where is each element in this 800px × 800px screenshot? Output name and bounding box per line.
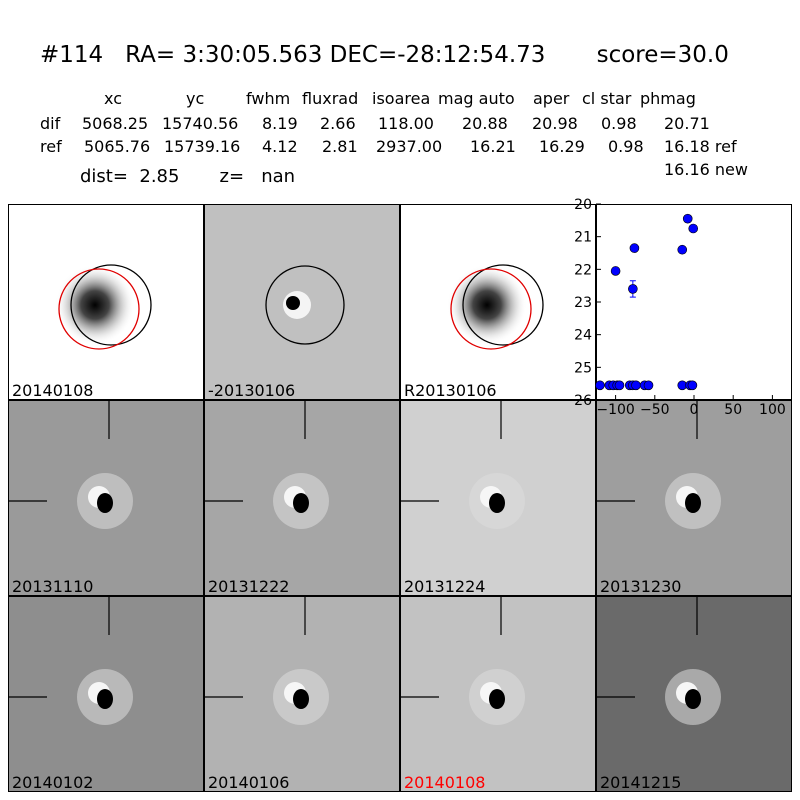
residual-dark [293, 689, 309, 709]
column-header: aper [533, 89, 570, 108]
stamp-date-label: R20130106 [404, 381, 497, 400]
column-header: phmag [640, 89, 696, 108]
stamp-panel: 20140108 [400, 596, 596, 792]
column-header: fluxrad [302, 89, 359, 108]
phmag-new: 16.16 new [664, 160, 748, 179]
column-header: xc [104, 89, 122, 108]
stamp-date-label: 20141215 [600, 773, 682, 792]
aperture-circle [462, 264, 544, 346]
residual-dark [489, 689, 505, 709]
row-value: 0.98 [608, 137, 644, 156]
stamp-date-label: -20130106 [208, 381, 296, 400]
data-point [677, 244, 688, 255]
data-point [628, 284, 638, 294]
row-value: 2937.00 [376, 137, 443, 156]
y-tick-label: 20 [574, 197, 592, 213]
row-value: 2.81 [322, 137, 358, 156]
stamp-panel: 20141215 [596, 596, 792, 792]
row-value: 16.29 [539, 137, 585, 156]
stamp-panel: R20130106 [400, 204, 596, 400]
data-point [687, 380, 698, 391]
row-value: 4.12 [262, 137, 298, 156]
page-title: #114 RA= 3:30:05.563 DEC=-28:12:54.73 sc… [40, 42, 729, 68]
y-tick-label: 24 [574, 328, 592, 344]
stamp-date-label: 20131224 [404, 577, 486, 596]
residual-dark [286, 296, 300, 310]
stamp-date-label: 20140108 [12, 381, 94, 400]
row-value: 15740.56 [162, 114, 239, 133]
row-value: 20.88 [462, 114, 508, 133]
row-value: 5065.76 [84, 137, 151, 156]
row-label: dif [40, 114, 61, 133]
stamp-panel: 20131224 [400, 400, 596, 596]
ref-aperture-circle [58, 268, 140, 350]
y-tick-label: 25 [574, 360, 592, 376]
stamp-panel: 20131230 [596, 400, 792, 596]
column-header: isoarea [372, 89, 431, 108]
residual-dark [97, 493, 113, 513]
data-point [688, 223, 699, 234]
residual-dark [685, 689, 701, 709]
row-value: 5068.25 [82, 114, 149, 133]
row-value: 8.19 [262, 114, 298, 133]
stamp-panel: 20131222 [204, 400, 400, 596]
dist-z-readout: dist= 2.85 z= nan [80, 166, 296, 187]
aperture-circle [265, 265, 345, 345]
column-header: fwhm [246, 89, 291, 108]
column-header: yc [186, 89, 205, 108]
ref-aperture-circle [450, 268, 532, 350]
column-header: mag auto [438, 89, 515, 108]
row-value: 15739.16 [164, 137, 241, 156]
column-header: cl star [582, 89, 632, 108]
stamp-date-label: 20131230 [600, 577, 682, 596]
row-value: 20.71 [664, 114, 710, 133]
row-value: 2.66 [320, 114, 356, 133]
data-point [595, 380, 605, 391]
stamp-date-label: 20140108 [404, 773, 486, 792]
residual-dark [489, 493, 505, 513]
stamp-panel: 20140102 [8, 596, 204, 792]
stamp-panel: 20140106 [204, 596, 400, 792]
residual-dark [685, 493, 701, 513]
y-tick-label: 22 [574, 262, 592, 278]
data-point [682, 213, 693, 224]
stamp-date-label: 20131110 [12, 577, 94, 596]
y-tick-label: 26 [574, 393, 592, 409]
aperture-circle [70, 264, 152, 346]
residual-dark [293, 493, 309, 513]
stamp-panel: 20140108 [8, 204, 204, 400]
lightcurve-chart: −100 −50 0 50 100 20 21 22 23 24 25 26 [574, 197, 792, 418]
stamp-panel: 20131110 [8, 400, 204, 596]
row-label: ref [40, 137, 62, 156]
stamp-date-label: 20131222 [208, 577, 290, 596]
stamp-date-label: 20140106 [208, 773, 290, 792]
row-value: 118.00 [378, 114, 434, 133]
stamp-panel: -20130106 [204, 204, 400, 400]
y-tick-label: 21 [574, 230, 592, 246]
data-point [643, 380, 654, 391]
x-tick-label: −50 [640, 402, 670, 418]
plot-frame [596, 204, 792, 400]
stamp-date-label: 20140102 [12, 773, 94, 792]
row-value: 16.21 [470, 137, 516, 156]
row-value: 16.18 ref [664, 137, 737, 156]
x-tick-label: 0 [690, 402, 699, 418]
x-tick-label: 50 [724, 402, 742, 418]
source-blob [55, 265, 135, 345]
data-point [610, 266, 621, 276]
x-tick-label: 100 [759, 402, 786, 418]
data-point [614, 380, 625, 391]
row-value: 0.98 [601, 114, 637, 133]
y-tick-label: 23 [574, 295, 592, 311]
data-point [631, 380, 641, 391]
data-point [629, 243, 640, 253]
residual-dark [97, 689, 113, 709]
row-value: 20.98 [532, 114, 578, 133]
source-blob [447, 265, 527, 345]
lightcurve-svg: −100 −50 0 50 100 20 21 22 23 24 25 26 [574, 197, 792, 418]
x-tick-label: −100 [596, 402, 634, 418]
